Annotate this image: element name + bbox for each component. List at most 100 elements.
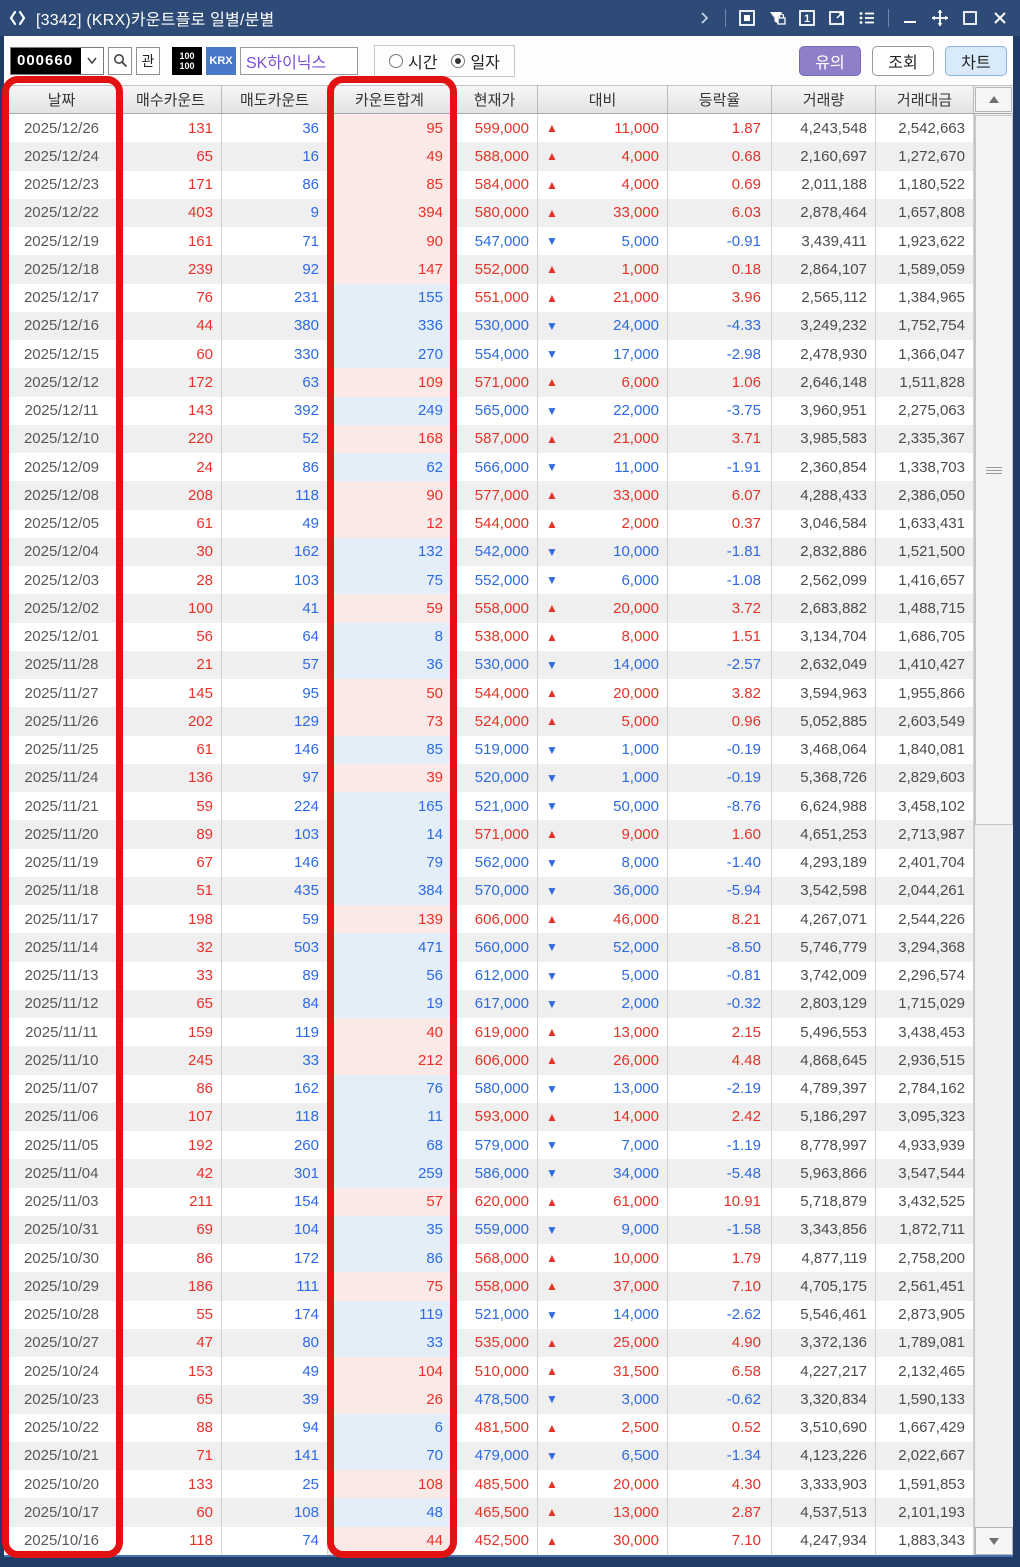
col-header-buy-count[interactable]: 매수카운트 <box>120 86 222 113</box>
table-row[interactable]: 2025/12/03 28 103 75 552,000 ▼ 6,000 -1.… <box>4 566 974 595</box>
change-direction-arrow-icon: ▲ <box>546 1194 558 1209</box>
table-row[interactable]: 2025/12/10 220 52 168 587,000 ▲ 21,000 3… <box>4 424 974 453</box>
expand-panel-icon[interactable] <box>692 6 716 30</box>
table-row[interactable]: 2025/11/06 107 118 11 593,000 ▲ 14,000 2… <box>4 1102 974 1131</box>
cell-rate: 4.90 <box>668 1328 772 1357</box>
caution-button[interactable]: 유의 <box>799 45 861 76</box>
table-row[interactable]: 2025/12/02 100 41 59 558,000 ▲ 20,000 3.… <box>4 594 974 623</box>
cell-buy-count: 24 <box>120 453 222 482</box>
chart-button[interactable]: 차트 <box>945 45 1007 76</box>
snapshot-icon[interactable] <box>735 6 759 30</box>
col-header-price[interactable]: 현재가 <box>452 86 538 113</box>
table-row[interactable]: 2025/11/07 86 162 76 580,000 ▼ 13,000 -2… <box>4 1074 974 1103</box>
radio-time[interactable]: 시간 <box>389 49 437 73</box>
cell-change: ▲ 20,000 <box>538 594 668 623</box>
table-row[interactable]: 2025/12/01 56 64 8 538,000 ▲ 8,000 1.51 … <box>4 622 974 651</box>
table-row[interactable]: 2025/12/12 172 63 109 571,000 ▲ 6,000 1.… <box>4 368 974 397</box>
table-row[interactable]: 2025/11/27 145 95 50 544,000 ▲ 20,000 3.… <box>4 679 974 708</box>
cell-change: ▼ 24,000 <box>538 311 668 340</box>
table-row[interactable]: 2025/10/17 60 108 48 465,500 ▲ 13,000 2.… <box>4 1498 974 1527</box>
menu-list-icon[interactable] <box>855 6 879 30</box>
scrollbar-thumb[interactable] <box>975 115 1013 825</box>
table-row[interactable]: 2025/12/18 239 92 147 552,000 ▲ 1,000 0.… <box>4 255 974 284</box>
table-row[interactable]: 2025/11/24 136 97 39 520,000 ▼ 1,000 -0.… <box>4 763 974 792</box>
table-row[interactable]: 2025/10/22 88 94 6 481,500 ▲ 2,500 0.52 … <box>4 1413 974 1442</box>
table-row[interactable]: 2025/10/21 71 141 70 479,000 ▼ 6,500 -1.… <box>4 1441 974 1470</box>
screen-number-1-icon[interactable]: 1 <box>795 6 819 30</box>
col-header-count-total[interactable]: 카운트합계 <box>328 86 452 113</box>
col-header-volume[interactable]: 거래량 <box>772 86 876 113</box>
cell-count-total: 44 <box>328 1526 452 1555</box>
gwan-button[interactable]: 관 <box>136 46 160 75</box>
table-row[interactable]: 2025/11/13 33 89 56 612,000 ▼ 5,000 -0.8… <box>4 961 974 990</box>
table-row[interactable]: 2025/11/17 198 59 139 606,000 ▲ 46,000 8… <box>4 905 974 934</box>
move-window-icon[interactable] <box>928 6 952 30</box>
table-row[interactable]: 2025/11/11 159 119 40 619,000 ▲ 13,000 2… <box>4 1018 974 1047</box>
table-row[interactable]: 2025/11/04 42 301 259 586,000 ▼ 34,000 -… <box>4 1159 974 1188</box>
table-row[interactable]: 2025/11/19 67 146 79 562,000 ▼ 8,000 -1.… <box>4 848 974 877</box>
table-row[interactable]: 2025/11/21 59 224 165 521,000 ▼ 50,000 -… <box>4 792 974 821</box>
table-row[interactable]: 2025/12/09 24 86 62 566,000 ▼ 11,000 -1.… <box>4 453 974 482</box>
table-row[interactable]: 2025/10/20 133 25 108 485,500 ▲ 20,000 4… <box>4 1470 974 1499</box>
minimize-icon[interactable] <box>898 6 922 30</box>
stock-name-field[interactable]: SK하이닉스 <box>240 46 358 75</box>
filter-lock-icon[interactable] <box>765 6 789 30</box>
chevron-down-icon[interactable] <box>81 48 103 74</box>
table-row[interactable]: 2025/12/08 208 118 90 577,000 ▲ 33,000 6… <box>4 481 974 510</box>
scrollbar-track[interactable] <box>975 114 1013 1527</box>
table-row[interactable]: 2025/11/26 202 129 73 524,000 ▲ 5,000 0.… <box>4 707 974 736</box>
table-row[interactable]: 2025/11/12 65 84 19 617,000 ▼ 2,000 -0.3… <box>4 989 974 1018</box>
col-header-date[interactable]: 날짜 <box>4 86 120 113</box>
cell-sell-count: 36 <box>222 114 328 143</box>
cell-date: 2025/12/16 <box>4 311 120 340</box>
table-row[interactable]: 2025/10/29 186 111 75 558,000 ▲ 37,000 7… <box>4 1272 974 1301</box>
cell-count-total: 8 <box>328 622 452 651</box>
table-row[interactable]: 2025/12/26 131 36 95 599,000 ▲ 11,000 1.… <box>4 114 974 143</box>
cell-change: ▼ 6,000 <box>538 566 668 595</box>
cell-count-total: 56 <box>328 961 452 990</box>
table-row[interactable]: 2025/11/03 211 154 57 620,000 ▲ 61,000 1… <box>4 1187 974 1216</box>
table-row[interactable]: 2025/12/24 65 16 49 588,000 ▲ 4,000 0.68… <box>4 142 974 171</box>
query-button[interactable]: 조회 <box>872 45 934 76</box>
table-row[interactable]: 2025/11/18 51 435 384 570,000 ▼ 36,000 -… <box>4 876 974 905</box>
col-header-sell-count[interactable]: 매도카운트 <box>222 86 328 113</box>
table-row[interactable]: 2025/12/15 60 330 270 554,000 ▼ 17,000 -… <box>4 340 974 369</box>
maximize-icon[interactable] <box>958 6 982 30</box>
vertical-scrollbar[interactable] <box>974 114 1013 1555</box>
cell-change: ▲ 2,500 <box>538 1413 668 1442</box>
cell-sell-count: 39 <box>222 1385 328 1414</box>
table-row[interactable]: 2025/10/27 47 80 33 535,000 ▲ 25,000 4.9… <box>4 1328 974 1357</box>
table-row[interactable]: 2025/10/23 65 39 26 478,500 ▼ 3,000 -0.6… <box>4 1385 974 1414</box>
table-row[interactable]: 2025/10/16 118 74 44 452,500 ▲ 30,000 7.… <box>4 1526 974 1555</box>
table-row[interactable]: 2025/12/11 143 392 249 565,000 ▼ 22,000 … <box>4 396 974 425</box>
stock-code-combo[interactable]: 000660 <box>10 46 104 75</box>
table-row[interactable]: 2025/11/20 89 103 14 571,000 ▲ 9,000 1.6… <box>4 820 974 849</box>
table-row[interactable]: 2025/11/14 32 503 471 560,000 ▼ 52,000 -… <box>4 933 974 962</box>
scroll-up-button[interactable] <box>975 87 1012 112</box>
cell-sell-count: 25 <box>222 1470 328 1499</box>
scroll-down-button[interactable] <box>975 1527 1013 1555</box>
col-header-change[interactable]: 대비 <box>538 86 668 113</box>
table-row[interactable]: 2025/12/05 61 49 12 544,000 ▲ 2,000 0.37… <box>4 509 974 538</box>
table-row[interactable]: 2025/12/19 161 71 90 547,000 ▼ 5,000 -0.… <box>4 227 974 256</box>
table-row[interactable]: 2025/10/28 55 174 119 521,000 ▼ 14,000 -… <box>4 1300 974 1329</box>
close-icon[interactable] <box>988 6 1012 30</box>
cell-buy-count: 143 <box>120 396 222 425</box>
col-header-value[interactable]: 거래대금 <box>876 86 974 113</box>
table-row[interactable]: 2025/10/31 69 104 35 559,000 ▼ 9,000 -1.… <box>4 1215 974 1244</box>
table-row[interactable]: 2025/11/10 245 33 212 606,000 ▲ 26,000 4… <box>4 1046 974 1075</box>
table-row[interactable]: 2025/12/04 30 162 132 542,000 ▼ 10,000 -… <box>4 537 974 566</box>
popup-window-icon[interactable] <box>825 6 849 30</box>
table-row[interactable]: 2025/12/16 44 380 336 530,000 ▼ 24,000 -… <box>4 311 974 340</box>
col-header-rate[interactable]: 등락율 <box>668 86 772 113</box>
table-row[interactable]: 2025/11/25 61 146 85 519,000 ▼ 1,000 -0.… <box>4 735 974 764</box>
table-row[interactable]: 2025/12/17 76 231 155 551,000 ▲ 21,000 3… <box>4 283 974 312</box>
table-row[interactable]: 2025/11/05 192 260 68 579,000 ▼ 7,000 -1… <box>4 1131 974 1160</box>
table-row[interactable]: 2025/10/24 153 49 104 510,000 ▲ 31,500 6… <box>4 1357 974 1386</box>
table-row[interactable]: 2025/10/30 86 172 86 568,000 ▲ 10,000 1.… <box>4 1244 974 1273</box>
radio-date[interactable]: 일자 <box>451 49 500 73</box>
table-row[interactable]: 2025/12/22 403 9 394 580,000 ▲ 33,000 6.… <box>4 198 974 227</box>
search-button[interactable] <box>108 46 132 75</box>
table-row[interactable]: 2025/12/23 171 86 85 584,000 ▲ 4,000 0.6… <box>4 170 974 199</box>
table-row[interactable]: 2025/11/28 21 57 36 530,000 ▼ 14,000 -2.… <box>4 650 974 679</box>
